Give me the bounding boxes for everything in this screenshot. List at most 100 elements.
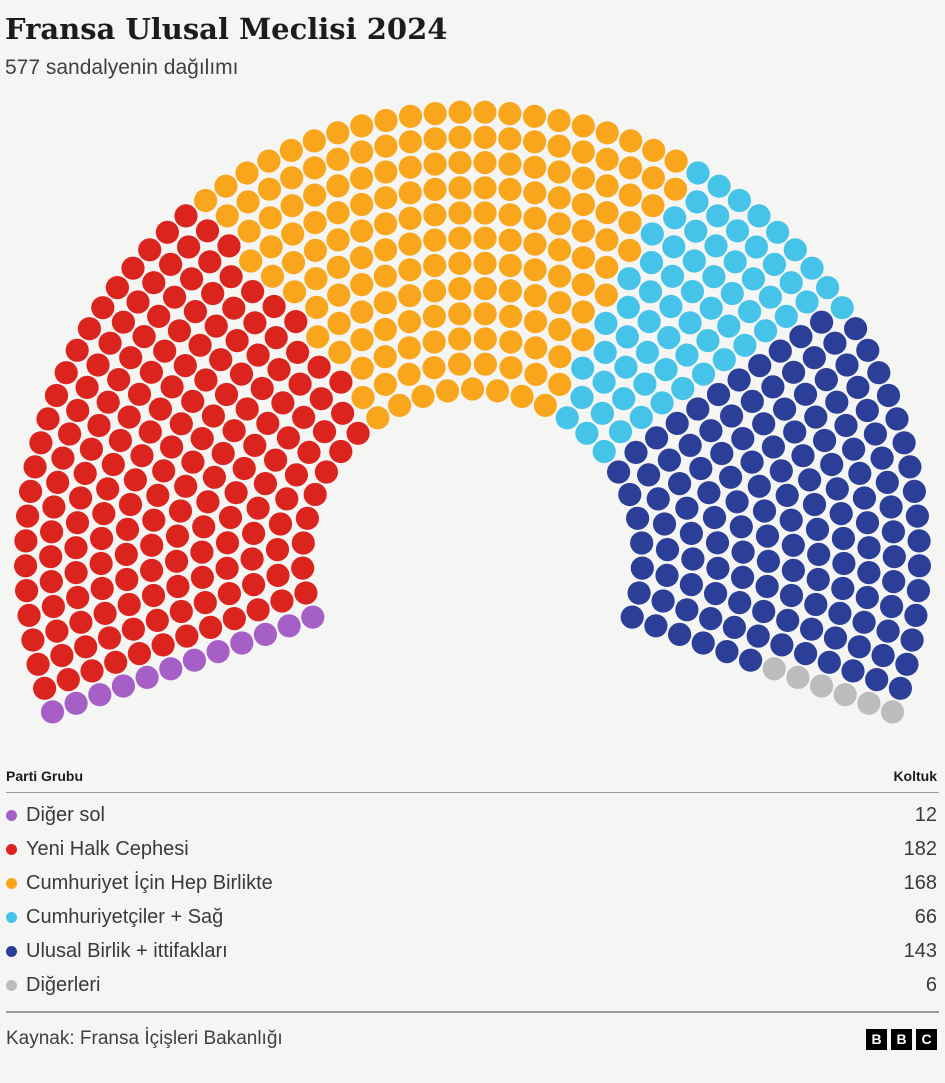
seat-dot <box>398 258 422 282</box>
seat-dot <box>699 296 723 320</box>
seat-dot <box>547 238 572 262</box>
seat-dot <box>215 531 240 555</box>
seat-dot <box>523 310 548 334</box>
seat-dot <box>46 470 70 495</box>
seat-dot <box>740 389 764 414</box>
seat-dot <box>499 330 523 354</box>
seat-dot <box>731 565 755 590</box>
seat-dot <box>646 487 670 511</box>
seat-dot <box>828 601 852 626</box>
seat-dot <box>96 390 120 414</box>
seat-dot <box>204 314 228 338</box>
seat-dot <box>833 683 857 707</box>
seat-dot <box>302 129 326 153</box>
seat-dot <box>619 129 643 153</box>
seat-dot <box>848 461 872 486</box>
seat-dot <box>722 615 747 640</box>
seat-dot <box>256 411 280 436</box>
seat-dot <box>241 280 265 304</box>
seat-dot <box>766 220 790 244</box>
seat-dot <box>607 460 631 484</box>
seat-dot <box>268 512 293 536</box>
seat-dot <box>40 700 65 724</box>
seat-dot <box>373 372 397 397</box>
seat-dot <box>232 456 256 481</box>
seat-dot <box>779 271 803 295</box>
seat-dot <box>548 264 572 288</box>
seat-dot <box>754 319 778 343</box>
seat-dot <box>350 114 374 138</box>
seat-dot <box>842 437 866 461</box>
seat-dot <box>423 152 447 176</box>
parliament-chart <box>14 100 932 724</box>
seat-dot <box>679 521 704 546</box>
legend-row: Ulusal Birlik + ittifakları 143 <box>6 934 939 968</box>
seat-dot <box>135 665 159 690</box>
seat-dot <box>326 255 350 279</box>
seat-dot <box>707 174 731 198</box>
seat-dot <box>657 326 681 350</box>
seat-dot <box>802 492 827 517</box>
seat-dot <box>846 375 870 400</box>
seat-dot <box>326 147 350 171</box>
seat-dot <box>880 594 904 619</box>
seat-dot <box>374 108 398 133</box>
seat-dot <box>618 211 642 235</box>
seat-dot <box>165 549 189 573</box>
seat-dot <box>639 251 664 275</box>
seat-dot <box>768 339 792 363</box>
seat-dot <box>237 219 261 243</box>
seat-dot <box>87 413 111 438</box>
seat-dot <box>817 650 841 674</box>
seat-dot <box>180 267 204 291</box>
seat-dot <box>524 336 548 360</box>
seat-dot <box>533 393 558 418</box>
legend-row: Yeni Halk Cephesi 182 <box>6 832 939 866</box>
seat-dot <box>593 340 617 365</box>
seat-dot <box>138 420 162 444</box>
seat-dot <box>373 317 397 342</box>
seat-dot <box>755 524 780 548</box>
seat-dot <box>498 177 522 202</box>
seat-dot <box>119 346 143 370</box>
seat-dot <box>820 452 844 477</box>
seat-dot <box>350 192 374 217</box>
seat-dot <box>192 515 216 539</box>
infographic: Fransa Ulusal Meclisi 2024 577 sandalyen… <box>0 13 945 1083</box>
seat-dot <box>645 426 669 450</box>
seat-dot <box>167 319 191 343</box>
seat-dot <box>397 310 422 334</box>
seat-dot <box>882 545 906 569</box>
seat-dot <box>641 194 665 218</box>
seat-dot <box>286 340 310 365</box>
seat-dot <box>685 190 709 214</box>
seat-dot <box>762 657 786 681</box>
seat-dot <box>73 461 97 486</box>
bbc-logo-letter-block: C <box>916 1028 937 1050</box>
table-header: Parti Grubu Koltuk <box>6 762 939 794</box>
seat-dot <box>108 428 132 453</box>
seat-count: 182 <box>903 837 937 860</box>
seat-dot <box>758 285 783 309</box>
seat-dot <box>594 311 618 336</box>
seat-dot <box>793 382 818 406</box>
seat-dot <box>675 343 699 367</box>
seat-dot <box>547 160 571 184</box>
seat-dot <box>214 174 238 198</box>
seat-dot <box>314 460 338 484</box>
seat-dot <box>668 622 692 647</box>
seat-dot <box>727 188 752 213</box>
seat-dot <box>499 356 523 380</box>
seat-dot <box>89 551 113 576</box>
seat-dot <box>729 515 753 539</box>
seat-dot <box>473 251 497 276</box>
seat-dot <box>857 536 881 560</box>
seat-dot <box>571 246 596 270</box>
seat-dot <box>473 176 497 200</box>
seat-dot <box>236 190 260 214</box>
seat-dot <box>731 540 755 564</box>
seat-dot <box>612 387 636 411</box>
seat-dot <box>523 206 547 231</box>
seat-dot <box>291 556 315 580</box>
